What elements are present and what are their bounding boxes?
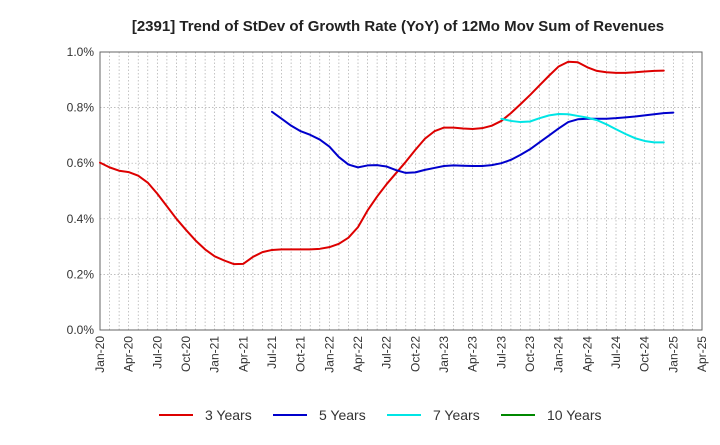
x-tick-label: Oct-24: [638, 336, 652, 372]
y-tick-label: 1.0%: [67, 45, 95, 59]
x-tick-label: Oct-21: [294, 336, 308, 372]
y-tick-label: 0.0%: [67, 323, 95, 337]
x-tick-label: Jan-24: [552, 336, 566, 373]
y-tick-label: 0.6%: [67, 156, 95, 170]
x-tick-label: Jul-20: [150, 336, 164, 369]
x-tick-label: Jan-20: [93, 336, 107, 373]
x-tick-label: Oct-20: [179, 336, 193, 372]
x-tick-label: Apr-22: [351, 336, 365, 372]
axis-layer: 0.0% 0.2% 0.4% 0.6% 0.8% 1.0% Jan-20 Apr-20 Jul-…: [67, 45, 709, 373]
y-tick-label: 0.8%: [67, 101, 95, 115]
x-tick-label: Jul-21: [265, 336, 279, 369]
x-tick-label: Apr-24: [580, 336, 594, 372]
x-tick-label: Oct-23: [523, 336, 537, 372]
series-line-3-years: [99, 60, 665, 266]
y-tick-label: 0.4%: [67, 212, 95, 226]
x-tick-label: Jul-22: [380, 336, 394, 369]
x-tick-label: Jan-22: [322, 336, 336, 373]
y-tick-label: 0.2%: [67, 267, 95, 281]
legend-label-5-years: 5 Years: [319, 407, 366, 423]
x-tick-label: Jul-23: [494, 336, 508, 369]
series-line-7-years: [500, 112, 665, 144]
legend-label-10-years: 10 Years: [547, 407, 602, 423]
x-tick-label: Jan-21: [208, 336, 222, 373]
plot-border: [99, 51, 703, 331]
x-tick-label: Jan-23: [437, 336, 451, 373]
x-tick-label: Apr-23: [466, 336, 480, 372]
series-layer: [99, 60, 675, 266]
x-tick-label: Apr-20: [122, 336, 136, 372]
series-line-5-years: [271, 110, 675, 174]
x-tick-label: Jan-25: [666, 336, 680, 373]
legend-label-3-years: 3 Years: [205, 407, 252, 423]
legend: 3 Years 5 Years 7 Years 10 Years: [159, 407, 602, 423]
grid-layer: [100, 52, 702, 330]
plot-area: [100, 52, 702, 330]
legend-label-7-years: 7 Years: [433, 407, 480, 423]
x-tick-label: Apr-25: [695, 336, 709, 372]
chart-title: [2391] Trend of StDev of Growth Rate (Yo…: [132, 18, 664, 35]
x-tick-label: Oct-22: [408, 336, 422, 372]
x-tick-label: Apr-21: [236, 336, 250, 372]
x-tick-label: Jul-24: [609, 336, 623, 369]
